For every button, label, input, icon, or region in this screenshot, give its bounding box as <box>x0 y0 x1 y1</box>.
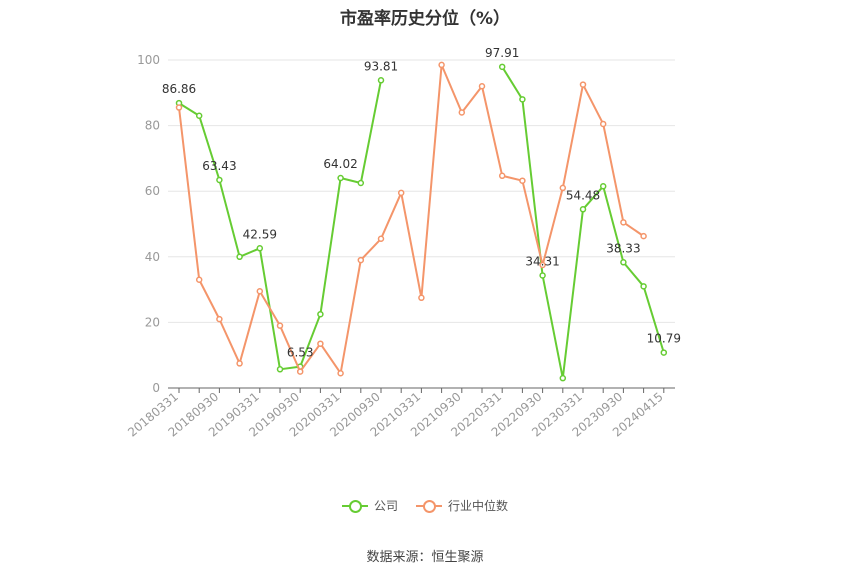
data-point-1 <box>539 261 546 269</box>
data-point-0 <box>640 283 647 290</box>
data-label: 54.48 <box>566 188 600 202</box>
data-point-1 <box>317 340 324 347</box>
data-point-1 <box>519 177 526 184</box>
data-point-1 <box>296 368 304 375</box>
legend-label-company: 公司 <box>373 499 398 513</box>
legend-item-industry[interactable]: 行业中位数 <box>416 497 508 514</box>
data-point-0 <box>620 259 627 266</box>
data-point-1 <box>397 189 405 197</box>
legend-swatch-company <box>341 499 368 513</box>
data-point-1 <box>599 120 607 128</box>
data-point-0 <box>559 374 567 382</box>
data-point-1 <box>620 219 627 226</box>
data-point-0 <box>337 174 344 182</box>
series-layer <box>175 61 668 382</box>
y-tick-label: 60 <box>145 184 160 198</box>
series-line-1 <box>178 63 645 375</box>
data-point-1 <box>418 294 425 302</box>
data-label: 97.91 <box>485 46 519 60</box>
y-tick-label: 80 <box>145 119 160 133</box>
source-note: 数据来源：恒生聚源 <box>366 550 484 565</box>
y-tick-label: 0 <box>152 381 160 395</box>
data-point-1 <box>579 81 587 88</box>
data-point-0 <box>599 183 607 190</box>
legend-swatch-industry <box>416 499 442 513</box>
data-point-0 <box>216 176 223 184</box>
y-tick-label: 20 <box>145 315 160 329</box>
data-point-0 <box>539 272 546 279</box>
data-label: 34.31 <box>525 254 559 268</box>
data-point-1 <box>276 322 284 329</box>
data-point-1 <box>438 61 445 69</box>
data-point-1 <box>640 232 647 240</box>
data-point-1 <box>377 235 385 243</box>
data-point-1 <box>236 360 243 367</box>
y-tick-label: 40 <box>145 250 160 264</box>
legend: 公司 行业中位数 <box>0 497 850 514</box>
data-point-1 <box>458 109 466 116</box>
data-point-1 <box>357 256 365 264</box>
legend-item-company[interactable]: 公司 <box>341 497 398 514</box>
data-label: 42.59 <box>243 227 277 241</box>
data-point-1 <box>498 172 506 180</box>
data-point-1 <box>559 184 567 192</box>
data-label: 86.86 <box>162 82 196 96</box>
series-line-0 <box>501 66 665 380</box>
data-point-1 <box>216 315 223 323</box>
y-tick-label: 100 <box>137 53 160 67</box>
axis-layer: 0204060801002018033120180930201903312019… <box>125 53 675 440</box>
data-point-0 <box>498 63 506 71</box>
data-point-1 <box>256 287 264 295</box>
data-point-0 <box>317 310 324 318</box>
data-point-0 <box>519 96 526 103</box>
data-label: 38.33 <box>606 241 640 255</box>
data-point-0 <box>276 366 284 373</box>
data-point-0 <box>579 206 587 213</box>
data-point-1 <box>175 104 183 111</box>
data-point-1 <box>195 276 203 284</box>
data-point-1 <box>337 369 344 377</box>
data-label: 6.53 <box>287 346 314 360</box>
data-label: 64.02 <box>323 157 357 171</box>
data-label: 63.43 <box>202 159 236 173</box>
data-point-0 <box>236 253 243 261</box>
data-label: 93.81 <box>364 59 398 73</box>
data-point-0 <box>256 245 264 252</box>
legend-label-industry: 行业中位数 <box>448 499 509 513</box>
data-label: 10.79 <box>647 332 681 346</box>
data-point-1 <box>478 82 486 90</box>
grid-layer <box>168 59 675 323</box>
data-point-0 <box>377 77 385 84</box>
data-point-0 <box>357 179 365 187</box>
label-layer: 86.86 63.43 42.59 6.53 64.02 93.81 97.91 34.31 5… <box>162 46 681 360</box>
data-point-0 <box>195 112 203 120</box>
data-point-0 <box>660 349 668 356</box>
chart-title: 市盈率历史分位（%） <box>339 9 511 29</box>
